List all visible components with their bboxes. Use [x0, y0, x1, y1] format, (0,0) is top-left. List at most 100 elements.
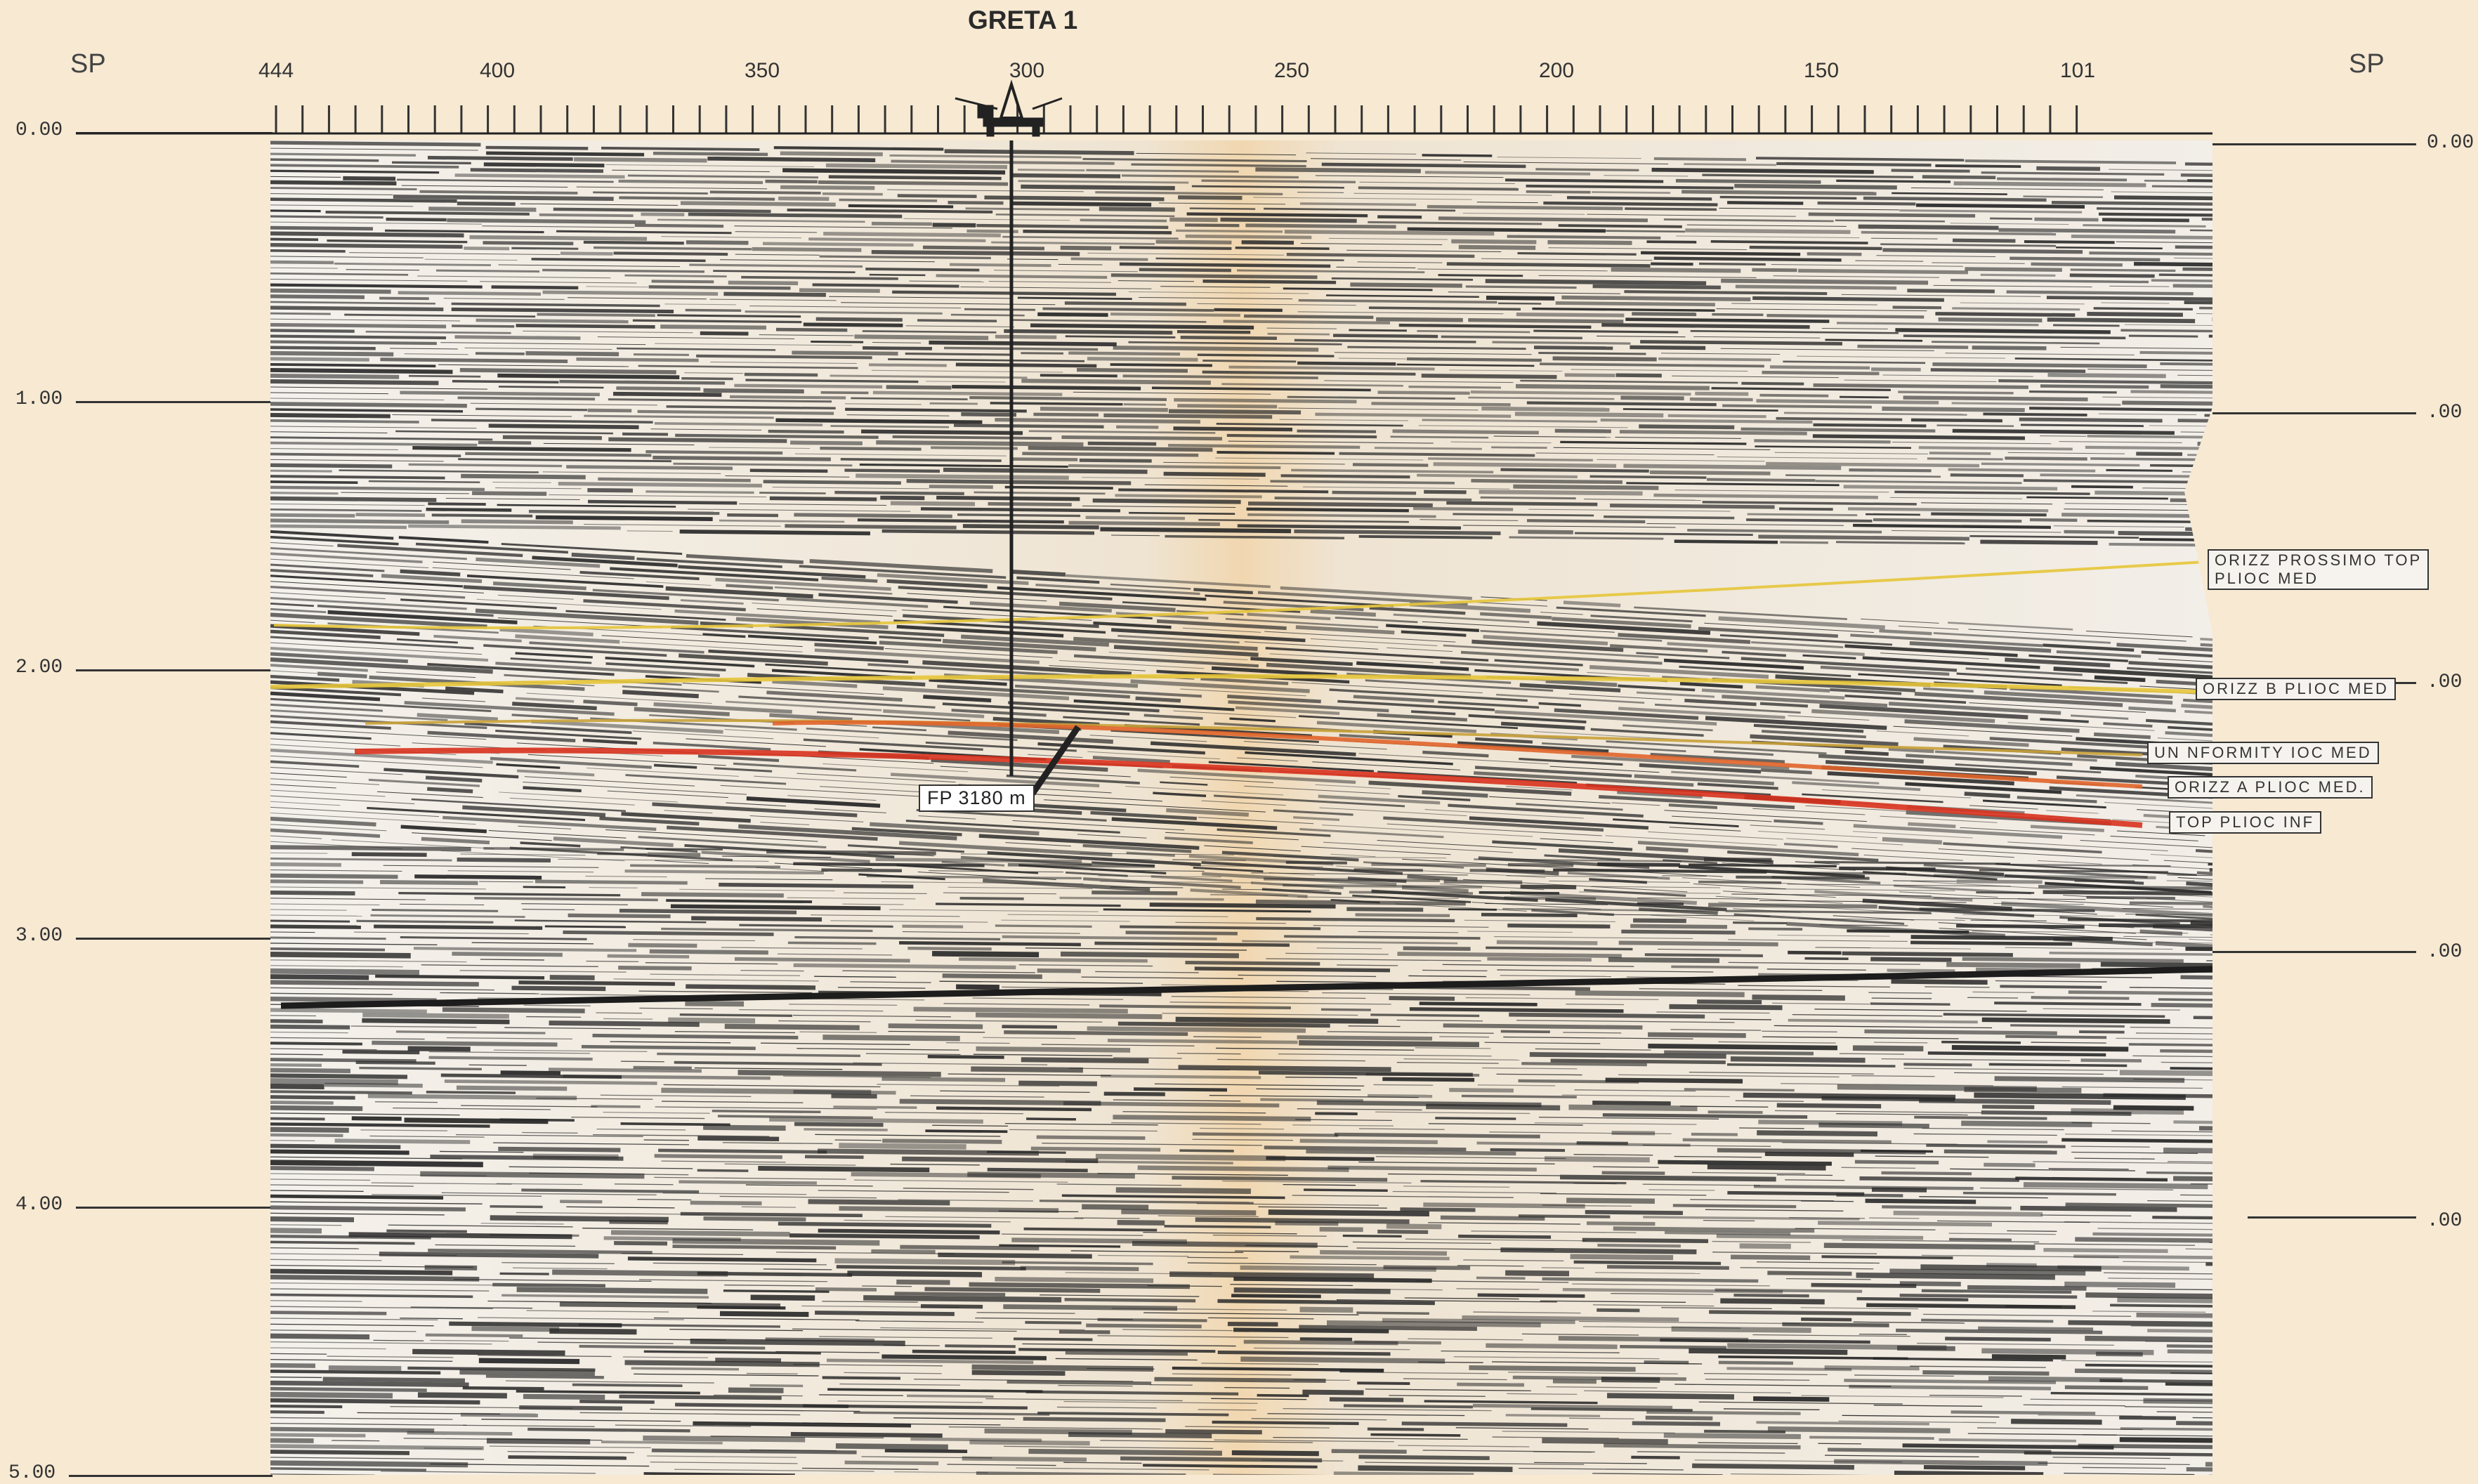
reflector-segment	[463, 1424, 595, 1427]
reflector-segment	[270, 1240, 415, 1245]
reflector-segment	[1528, 508, 1731, 512]
reflector-segment	[2071, 235, 2212, 239]
reflector-segment	[2127, 667, 2212, 674]
reflector-segment	[1676, 235, 1860, 239]
reflector-segment	[270, 1194, 444, 1200]
reflector-segment	[411, 798, 627, 813]
reflector-segment	[410, 1306, 533, 1309]
reflector-segment	[1339, 733, 1410, 741]
reflector-segment	[492, 582, 586, 591]
reflector-segment	[1731, 893, 1932, 897]
reflector-segment	[327, 1355, 454, 1358]
reflector-segment	[1169, 1002, 1391, 1005]
reflector-segment	[1433, 462, 1617, 468]
reflector-segment	[1747, 513, 1858, 517]
reflector-segment	[1597, 862, 1680, 867]
reflector-segment	[1573, 1260, 1722, 1266]
reflector-segment	[1589, 664, 1769, 679]
reflector-segment	[654, 1154, 782, 1160]
reflector-segment	[1383, 816, 1604, 832]
reflector-segment	[1022, 1343, 1236, 1347]
reflector-segment	[464, 722, 632, 735]
reflector-segment	[2067, 918, 2212, 923]
reflector-segment	[1953, 238, 2016, 243]
reflector-segment	[2033, 1243, 2196, 1246]
reflector-segment	[995, 1277, 1154, 1283]
reflector-segment	[871, 221, 932, 226]
reflector-segment	[1988, 1063, 2128, 1068]
reflector-segment	[2155, 941, 2212, 949]
reflector-segment	[1073, 699, 1235, 711]
reflector-segment	[1093, 621, 1172, 629]
reflector-segment	[490, 756, 652, 769]
reflector-segment	[1476, 202, 1538, 204]
reflector-segment	[898, 586, 1113, 600]
reflector-segment	[356, 919, 494, 924]
reflector-segment	[1292, 816, 1340, 821]
reflector-segment	[1542, 1277, 1759, 1283]
reflector-segment	[1099, 1004, 1291, 1010]
reflector-segment	[1864, 1029, 2057, 1035]
reflector-segment	[1540, 1193, 1707, 1196]
reflector-segment	[1002, 935, 1217, 940]
reflector-segment	[620, 1122, 730, 1127]
reflector-segment	[524, 776, 695, 787]
reflector-segment	[821, 576, 878, 583]
reflector-segment	[1494, 936, 1693, 939]
reflector-segment	[1251, 1418, 1387, 1421]
reflector-segment	[408, 463, 563, 468]
reflector-segment	[1273, 809, 1353, 816]
reflector-segment	[1117, 1021, 1330, 1028]
reflector-segment	[653, 763, 697, 769]
reflector-segment	[270, 283, 483, 289]
time-tick-line	[2248, 1216, 2416, 1219]
reflector-segment	[1100, 881, 1253, 884]
reflector-segment	[971, 1066, 1083, 1073]
reflector-segment	[270, 1008, 427, 1013]
reflector-segment	[270, 1190, 364, 1193]
reflector-segment	[804, 1128, 888, 1131]
reflector-segment	[1661, 1307, 1772, 1310]
reflector-segment	[1821, 789, 1972, 799]
reflector-segment	[769, 624, 945, 637]
reflector-segment	[412, 832, 552, 841]
reflector-segment	[1611, 802, 1660, 806]
horizon-top-plioc-med	[273, 560, 2206, 629]
reflector-segment	[1682, 1138, 1892, 1144]
reflector-segment	[563, 930, 774, 936]
reflector-segment	[1453, 513, 1594, 517]
reflector-segment	[424, 1447, 483, 1450]
reflector-segment	[587, 488, 634, 493]
reflector-segment	[1713, 750, 1774, 756]
reflector-segment	[822, 763, 969, 773]
reflector-segment	[2135, 1032, 2212, 1035]
reflector-segment	[1828, 1447, 2052, 1454]
reflector-segment	[2053, 525, 2184, 528]
reflector-segment	[1943, 1149, 2057, 1155]
reflector-segment	[523, 330, 693, 334]
time-label-left: 1.00	[15, 388, 63, 410]
reflector-segment	[1779, 507, 1833, 511]
reflector-segment	[1059, 896, 1224, 901]
reflector-segment	[486, 1438, 591, 1445]
reflector-segment	[1235, 1250, 1299, 1252]
reflector-segment	[2010, 256, 2161, 262]
reflector-segment	[1914, 692, 2123, 707]
reflector-segment	[814, 976, 896, 978]
reflector-segment	[584, 414, 774, 419]
reflector-segment	[1698, 626, 1838, 638]
reflector-segment	[1065, 335, 1176, 339]
reflector-segment	[1993, 902, 2084, 905]
reflector-segment	[399, 903, 485, 906]
reflector-segment	[780, 185, 875, 190]
reflector-segment	[1863, 854, 1963, 861]
reflector-segment	[1007, 258, 1058, 261]
reflector-segment	[613, 251, 728, 256]
reflector-segment	[1115, 1187, 1251, 1195]
reflector-segment	[1561, 1094, 1730, 1098]
reflector-segment	[324, 1082, 423, 1088]
reflector-segment	[1100, 1440, 1313, 1443]
reflector-segment	[1892, 192, 2007, 195]
reflector-segment	[1813, 383, 2028, 389]
reflector-segment	[1225, 617, 1379, 629]
